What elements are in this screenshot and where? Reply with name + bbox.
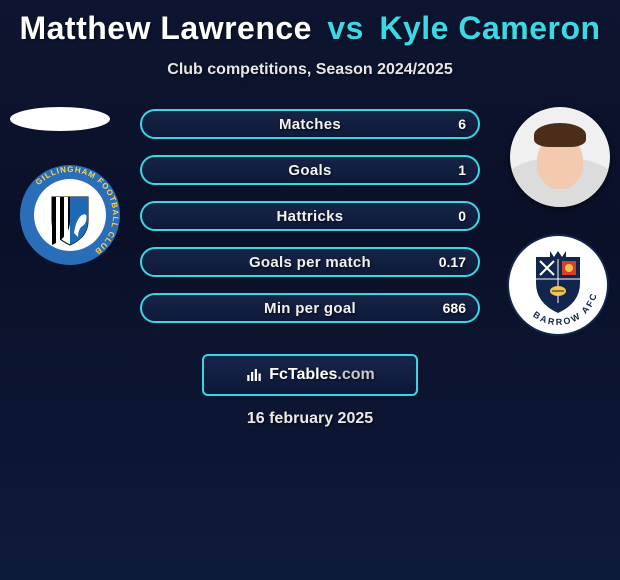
snapshot-date: 16 february 2025 (247, 410, 373, 428)
player1-name: Matthew Lawrence (19, 10, 312, 46)
player2-name: Kyle Cameron (379, 10, 600, 46)
stat-right-value: 6 (458, 116, 466, 132)
brand-footer: FcTables.com (202, 354, 418, 396)
stat-label: Matches (279, 116, 341, 133)
bars-icon (245, 366, 263, 384)
stat-label: Hattricks (277, 208, 344, 225)
stats-bars: Matches 6 Goals 1 Hattricks 0 Goals per … (140, 109, 480, 339)
stat-right-value: 1 (458, 162, 466, 178)
stat-label: Min per goal (264, 300, 356, 317)
comparison-title: Matthew Lawrence vs Kyle Cameron (0, 0, 620, 47)
brand-main: Tables (288, 366, 338, 383)
brand-prefix: Fc (269, 366, 288, 383)
club-badge-right: BARROW AFC (506, 233, 610, 337)
stat-right-value: 0 (458, 208, 466, 224)
stat-right-value: 0.17 (439, 254, 466, 270)
subtitle: Club competitions, Season 2024/2025 (0, 61, 620, 79)
stat-row-matches: Matches 6 (140, 109, 480, 139)
stat-row-goals-per-match: Goals per match 0.17 (140, 247, 480, 277)
brand-text: FcTables.com (269, 366, 375, 384)
stat-row-hattricks: Hattricks 0 (140, 201, 480, 231)
stat-row-goals: Goals 1 (140, 155, 480, 185)
stat-label: Goals per match (249, 254, 371, 271)
player2-avatar (510, 107, 610, 207)
player1-avatar (10, 107, 110, 131)
stat-right-value: 686 (443, 300, 466, 316)
club-badge-left: GILLINGHAM FOOTBALL CLUB (18, 163, 122, 267)
comparison-stage: GILLINGHAM FOOTBALL CLUB BAR (0, 99, 620, 359)
stat-row-min-per-goal: Min per goal 686 (140, 293, 480, 323)
vs-label: vs (321, 10, 370, 46)
avatar-hair (534, 123, 586, 147)
brand-suffix: .com (337, 366, 374, 383)
stat-label: Goals (288, 162, 331, 179)
